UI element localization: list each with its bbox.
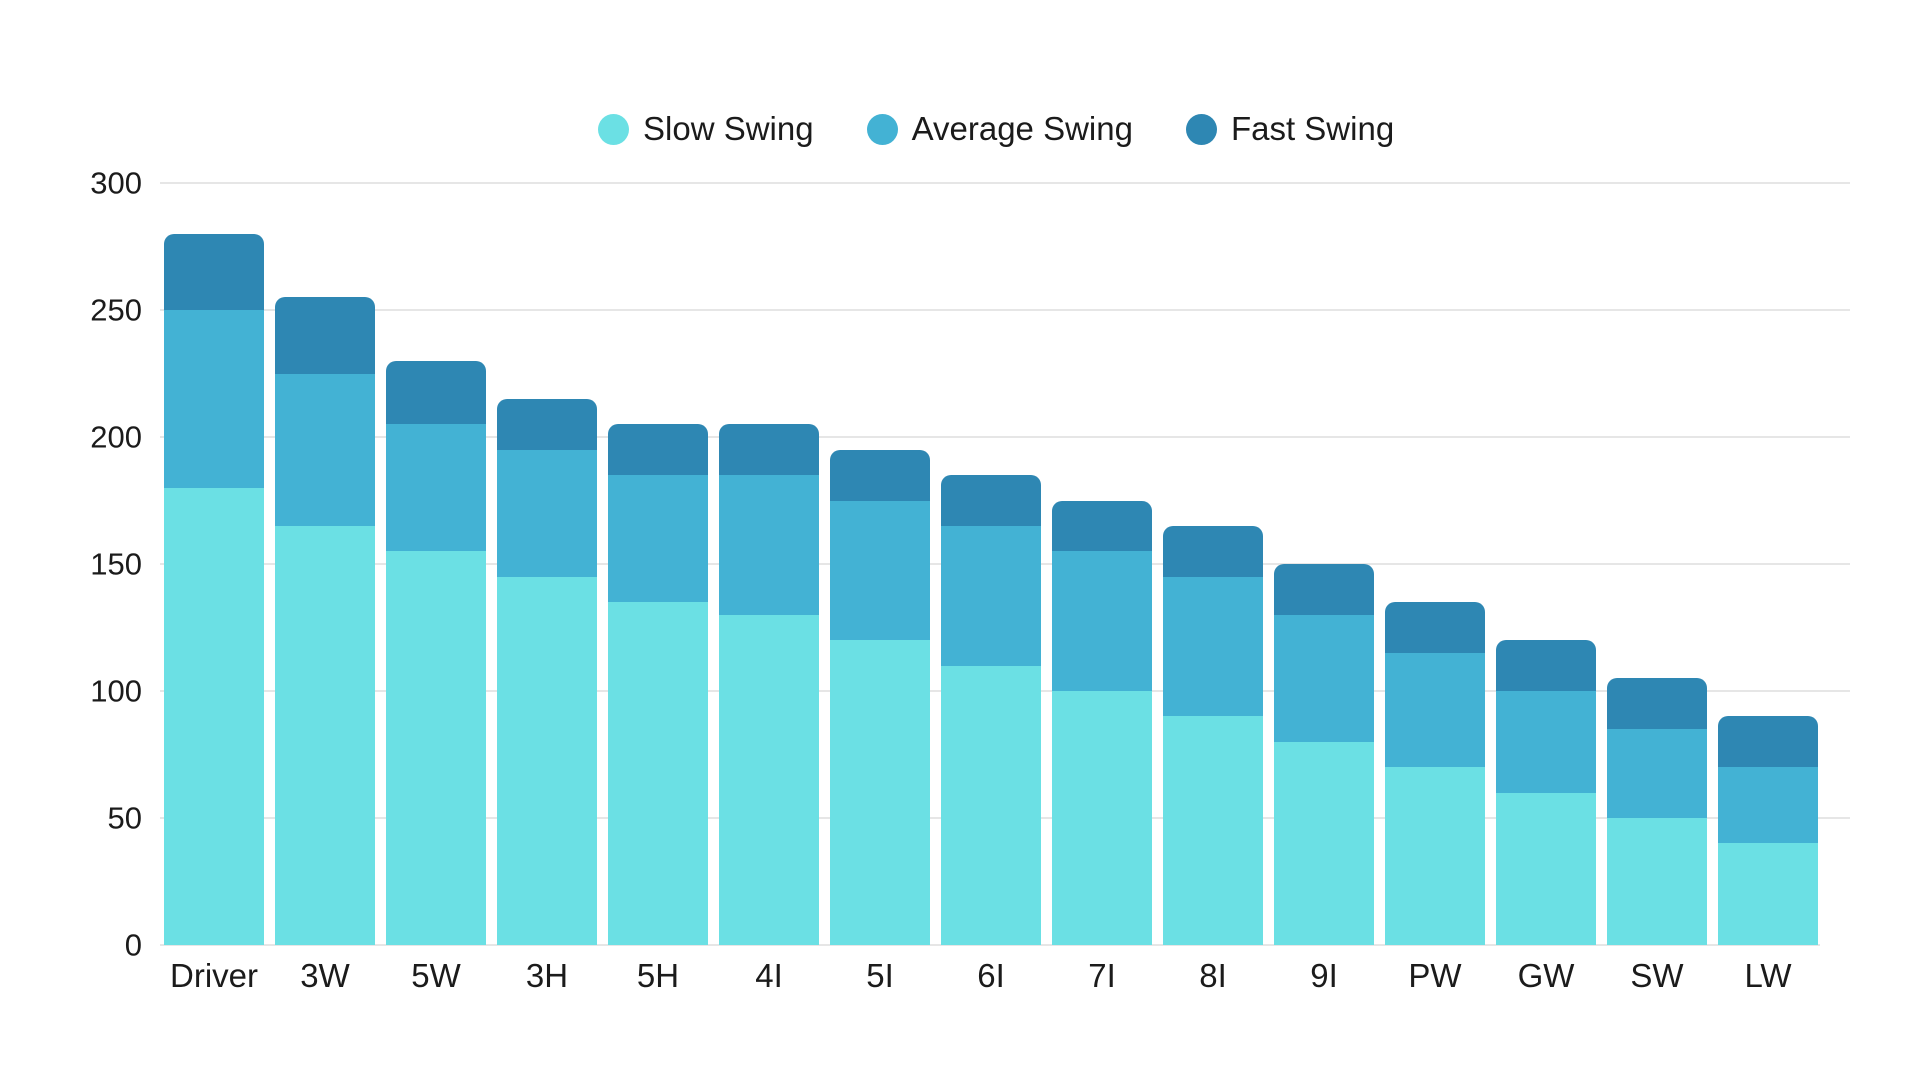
x-axis-label-pw: PW: [1408, 957, 1462, 994]
bar-sw-slow-swing[interactable]: [1607, 818, 1707, 945]
legend-item-fast-swing[interactable]: Fast Swing: [1185, 110, 1395, 148]
bar-3h: 3H: [497, 183, 597, 992]
gridline-300: [160, 182, 1850, 184]
legend-item-slow-swing[interactable]: Slow Swing: [598, 110, 814, 148]
legend-label-slow-swing: Slow Swing: [643, 110, 814, 147]
gridline-0: [160, 944, 1820, 946]
legend-dot-fast-swing-icon: [1185, 113, 1217, 145]
legend-dot-average-swing-icon: [866, 113, 898, 145]
bar-lw-slow-swing[interactable]: [1718, 843, 1818, 945]
bar-3w: 3W: [275, 183, 375, 992]
bar-5h-slow-swing[interactable]: [608, 602, 708, 945]
bar-4i: 4I: [719, 183, 819, 992]
x-axis-label-gw: GW: [1517, 957, 1575, 994]
y-axis-label-150: 150: [90, 546, 142, 582]
y-axis-label-0: 0: [124, 927, 142, 963]
bar-pw-slow-swing[interactable]: [1385, 767, 1485, 945]
bar-5h: 5H: [608, 183, 708, 992]
x-axis-label-3h: 3H: [525, 957, 569, 994]
x-axis-label-3w: 3W: [300, 957, 350, 994]
x-axis-label-5w: 5W: [411, 957, 461, 994]
y-axis-label-50: 50: [107, 800, 142, 836]
bar-gw-slow-swing[interactable]: [1496, 792, 1596, 945]
bar-8i: 8I: [1163, 183, 1263, 992]
bar-5w: 5W: [386, 183, 486, 992]
bar-sw: SW: [1607, 183, 1707, 992]
y-axis-label-200: 200: [90, 419, 142, 455]
bar-gw: GW: [1496, 183, 1596, 992]
bar-8i-slow-swing[interactable]: [1163, 716, 1263, 945]
bar-5i-slow-swing[interactable]: [830, 640, 930, 945]
x-axis-label-lw: LW: [1744, 957, 1792, 994]
chart-legend: Slow Swing Average Swing Fast Swing: [598, 110, 1394, 148]
x-axis-label-sw: SW: [1630, 957, 1684, 994]
bar-9i: 9I: [1274, 183, 1374, 992]
bar-5i: 5I: [830, 183, 930, 992]
x-axis-label-driver: Driver: [170, 957, 258, 994]
bar-lw: LW: [1718, 183, 1818, 992]
y-axis-label-100: 100: [90, 673, 142, 709]
x-axis-label-6i: 6I: [977, 957, 1005, 994]
x-axis-label-9i: 9I: [1310, 957, 1338, 994]
plot-area: 0 50 100 150 200 250 300 Driver 3W 5W 3H 5H 4I 5I 6I 7…: [90, 168, 1850, 992]
x-axis-label-5h: 5H: [636, 957, 680, 994]
bar-driver: Driver: [164, 183, 264, 992]
gridline-200: [160, 436, 1850, 439]
bars-row: Driver 3W 5W 3H 5H 4I 5I 6I 7I 8I 9I PW GW SW LW: [164, 183, 1818, 992]
bar-4i-slow-swing[interactable]: [719, 614, 819, 945]
bar-3w-slow-swing[interactable]: [275, 525, 375, 945]
bar-9i-slow-swing[interactable]: [1274, 741, 1374, 945]
y-axis-label-250: 250: [90, 292, 142, 328]
gridline-250: [160, 309, 1850, 311]
legend-item-average-swing[interactable]: Average Swing: [866, 110, 1133, 148]
y-axis-label-300: 300: [90, 165, 142, 201]
bar-7i: 7I: [1052, 183, 1152, 992]
x-axis-label-4i: 4I: [755, 957, 783, 994]
bar-6i: 6I: [941, 183, 1041, 992]
legend-label-fast-swing: Fast Swing: [1230, 110, 1395, 147]
x-axis-label-5i: 5I: [866, 957, 894, 994]
x-axis-label-8i: 8I: [1199, 957, 1227, 994]
x-axis-label-7i: 7I: [1088, 957, 1116, 994]
bar-7i-slow-swing[interactable]: [1052, 691, 1152, 945]
bar-3h-slow-swing[interactable]: [497, 576, 597, 945]
legend-dot-slow-swing-icon: [598, 113, 629, 145]
bar-5w-slow-swing[interactable]: [386, 551, 486, 945]
legend-label-average-swing: Average Swing: [911, 110, 1133, 147]
bar-driver-slow-swing[interactable]: [164, 487, 264, 945]
bar-pw: PW: [1385, 183, 1485, 992]
bar-6i-slow-swing[interactable]: [941, 665, 1041, 945]
